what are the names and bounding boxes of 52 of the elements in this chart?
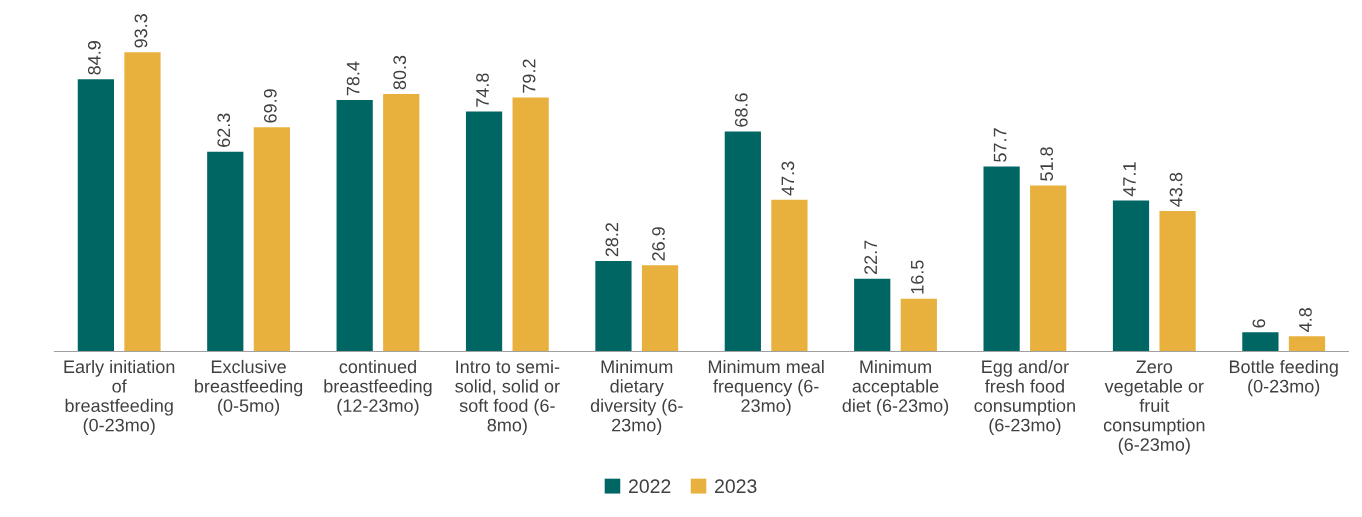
data-label: 84.9 <box>87 41 101 75</box>
data-label: 69.9 <box>263 89 277 123</box>
bar <box>1030 185 1067 352</box>
bar <box>207 151 244 352</box>
bar <box>900 298 937 352</box>
data-label: 43.8 <box>1169 172 1183 207</box>
data-label: 47.1 <box>1123 162 1136 197</box>
bar <box>465 111 503 352</box>
bar <box>336 100 373 352</box>
data-label: 93.3 <box>134 14 148 48</box>
bar <box>1112 200 1150 352</box>
data-label: 16.5 <box>910 260 924 294</box>
bar <box>854 278 891 352</box>
data-label: 80.3 <box>393 55 407 90</box>
bar <box>983 166 1020 352</box>
data-label: 28.2 <box>605 223 619 257</box>
bar <box>724 131 761 352</box>
bar <box>383 93 420 352</box>
x-tick-label: Intro to semi- solid, solid or soft food (6- 8mo) <box>455 359 560 436</box>
data-label: 62.3 <box>217 113 231 147</box>
x-tick-label: Minimum dietary diversity (6- 23mo) <box>590 359 683 436</box>
x-tick-label: Minimum meal frequency (6- 23mo) <box>708 359 824 416</box>
data-label: 4.8 <box>1299 308 1312 332</box>
x-tick-label: Exclusive breastfeeding (0-5mo) <box>195 359 303 416</box>
x-tick-label: continued breastfeeding (12-23mo) <box>324 359 432 416</box>
x-tick-label: Early initiation of breastfeeding (0-23mo) <box>64 359 175 436</box>
data-label: 68.6 <box>734 93 748 127</box>
bar <box>641 265 679 352</box>
bar <box>1159 211 1196 352</box>
bar <box>771 199 808 352</box>
data-label: 22.7 <box>864 240 877 274</box>
data-label: 6 <box>1252 319 1266 328</box>
bar <box>124 52 161 352</box>
data-label: 78.4 <box>346 61 360 96</box>
data-label: 51.8 <box>1040 147 1054 181</box>
bar <box>77 79 114 352</box>
x-tick-label: Zero vegetable or fruit consumption (6-23mo) <box>1103 360 1205 455</box>
bar <box>595 261 632 352</box>
legend-label: 2023 <box>715 479 757 494</box>
legend-label: 2022 <box>629 479 671 494</box>
x-tick-label: Egg and/or fresh food consumption (6-23mo) <box>974 359 1075 436</box>
bar <box>1242 332 1279 352</box>
x-tick-label: Minimum acceptable diet (6-23mo) <box>842 359 949 416</box>
data-label: 74.8 <box>476 73 489 107</box>
x-tick-label: Bottle feeding (0-23mo) <box>1229 359 1338 397</box>
bar <box>512 97 549 352</box>
data-label: 26.9 <box>652 227 665 261</box>
data-label: 57.7 <box>993 128 1007 162</box>
bar <box>1288 336 1326 352</box>
bar <box>253 127 290 352</box>
data-label: 47.3 <box>781 161 795 196</box>
data-label: 79.2 <box>522 59 536 93</box>
